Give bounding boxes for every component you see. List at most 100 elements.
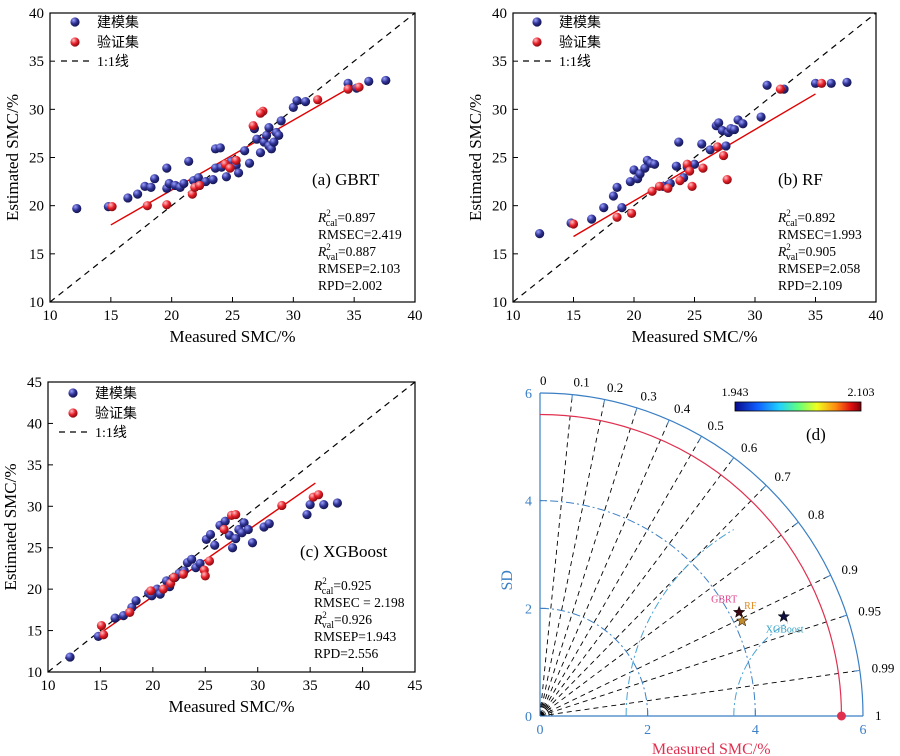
correlation-tick-label: 0.7 (775, 469, 792, 484)
train-point (364, 76, 374, 86)
one-to-one-line (512, 12, 877, 303)
val-point (96, 621, 107, 631)
y-tick-label: 15 (29, 247, 44, 263)
train-point (210, 540, 220, 550)
train-point (332, 498, 343, 508)
correlation-tick (840, 614, 848, 618)
sd-x-tick-label: 6 (860, 723, 867, 738)
train-point (231, 534, 241, 544)
legend-train-label: 建模集 (95, 385, 137, 402)
train-point (240, 146, 250, 156)
train-point (252, 134, 262, 144)
y-tick-label: 15 (492, 247, 507, 263)
reference-point (836, 711, 846, 721)
y-tick-label: 20 (29, 199, 44, 215)
sd-arc (539, 500, 756, 717)
correlation-tick (825, 574, 831, 579)
val-point (107, 202, 117, 212)
star-icon (777, 609, 791, 623)
legend-val-label: 验证集 (559, 34, 601, 51)
x-tick-label: 15 (103, 308, 118, 324)
y-tick-label: 30 (492, 102, 507, 118)
train-point (150, 174, 160, 184)
val-point (654, 181, 665, 191)
correlation-tick (793, 521, 799, 527)
correlation-tick (729, 457, 735, 463)
stat-line: RMSEP=1.943 (314, 629, 397, 644)
train-point (617, 202, 627, 213)
train-point (146, 182, 156, 192)
panel-label: (d) (806, 425, 826, 444)
blue-sphere-marker-icon (532, 17, 542, 27)
train-point (255, 148, 266, 158)
train-point (535, 229, 545, 239)
y-tick-label: 30 (27, 499, 42, 515)
model-label: RF (744, 601, 757, 612)
y-tick-label: 30 (29, 102, 44, 118)
val-point (225, 163, 235, 173)
stat-r2: R2 cal=0.925 (313, 576, 372, 597)
stat-value: =0.905 (798, 244, 836, 259)
train-point (671, 161, 681, 171)
x-tick-label: 40 (869, 308, 884, 324)
correlation-tick-label: 0.4 (674, 401, 691, 416)
stat-line: RPD=2.109 (778, 278, 843, 293)
y-tick-label: 25 (29, 151, 44, 167)
superscript: 2 (322, 576, 327, 586)
val-point (219, 524, 229, 535)
x-tick-label: 30 (748, 308, 763, 324)
origin-arc (539, 709, 547, 717)
x-tick-label: 25 (225, 308, 240, 324)
correlation-tick-label: 0.8 (808, 507, 824, 522)
stat-r2: R2 cal=0.897 (317, 208, 376, 229)
val-point (158, 584, 168, 594)
stat-value: =0.925 (333, 578, 371, 593)
sd-y-tick-label: 6 (525, 387, 532, 402)
train-point (243, 524, 253, 535)
colorbar-max-label: 2.103 (848, 385, 875, 399)
r-symbol: R (777, 244, 787, 259)
stat-r2: R2 val=0.926 (313, 610, 372, 631)
correlation-ray (539, 419, 670, 717)
legend-one-to-one-label: 1:1线 (559, 54, 591, 70)
legend-train-label: 建模集 (97, 14, 139, 31)
x-tick-label: 35 (808, 308, 823, 324)
train-point (205, 529, 216, 540)
r-symbol: R (777, 210, 787, 225)
val-point (125, 607, 135, 617)
correlation-tick (853, 669, 860, 672)
subscript: cal (322, 586, 334, 597)
legend-train-label: 建模集 (559, 14, 601, 31)
train-point (264, 519, 274, 529)
correlation-tick (634, 407, 638, 414)
sd-x-tick-label: 4 (752, 723, 759, 738)
r-symbol: R (313, 578, 323, 593)
r-symbol: R (313, 612, 323, 627)
subscript: val (786, 252, 798, 263)
taylor-y-label: SD (499, 570, 516, 590)
val-point (313, 95, 323, 105)
correlation-tick-label: 0.3 (641, 388, 657, 403)
model-label: XGBoost (766, 625, 804, 636)
subscript: val (326, 252, 338, 263)
y-tick-label: 10 (27, 665, 42, 681)
y-axis-label: Estimated SMC/% (466, 94, 485, 221)
x-tick-label: 20 (164, 308, 179, 324)
stat-line: RMSEP=2.103 (318, 261, 401, 276)
val-point (277, 500, 287, 511)
stat-line: RMSEP=2.058 (778, 261, 861, 276)
val-point (354, 82, 364, 92)
train-point (381, 75, 391, 86)
origin-arc (539, 706, 550, 717)
train-point (131, 596, 141, 606)
correlation-ray (539, 669, 860, 717)
panel-label: (a) GBRT (312, 170, 380, 189)
train-point (649, 159, 660, 169)
legend-one-to-one-label: 1:1线 (95, 425, 127, 441)
correlation-tick (571, 394, 573, 401)
correlation-tick-label: 0.6 (741, 440, 758, 455)
y-tick-label: 20 (27, 582, 42, 598)
val-point (626, 208, 637, 218)
sd-x-tick-label: 2 (644, 723, 651, 738)
train-point (608, 191, 619, 201)
